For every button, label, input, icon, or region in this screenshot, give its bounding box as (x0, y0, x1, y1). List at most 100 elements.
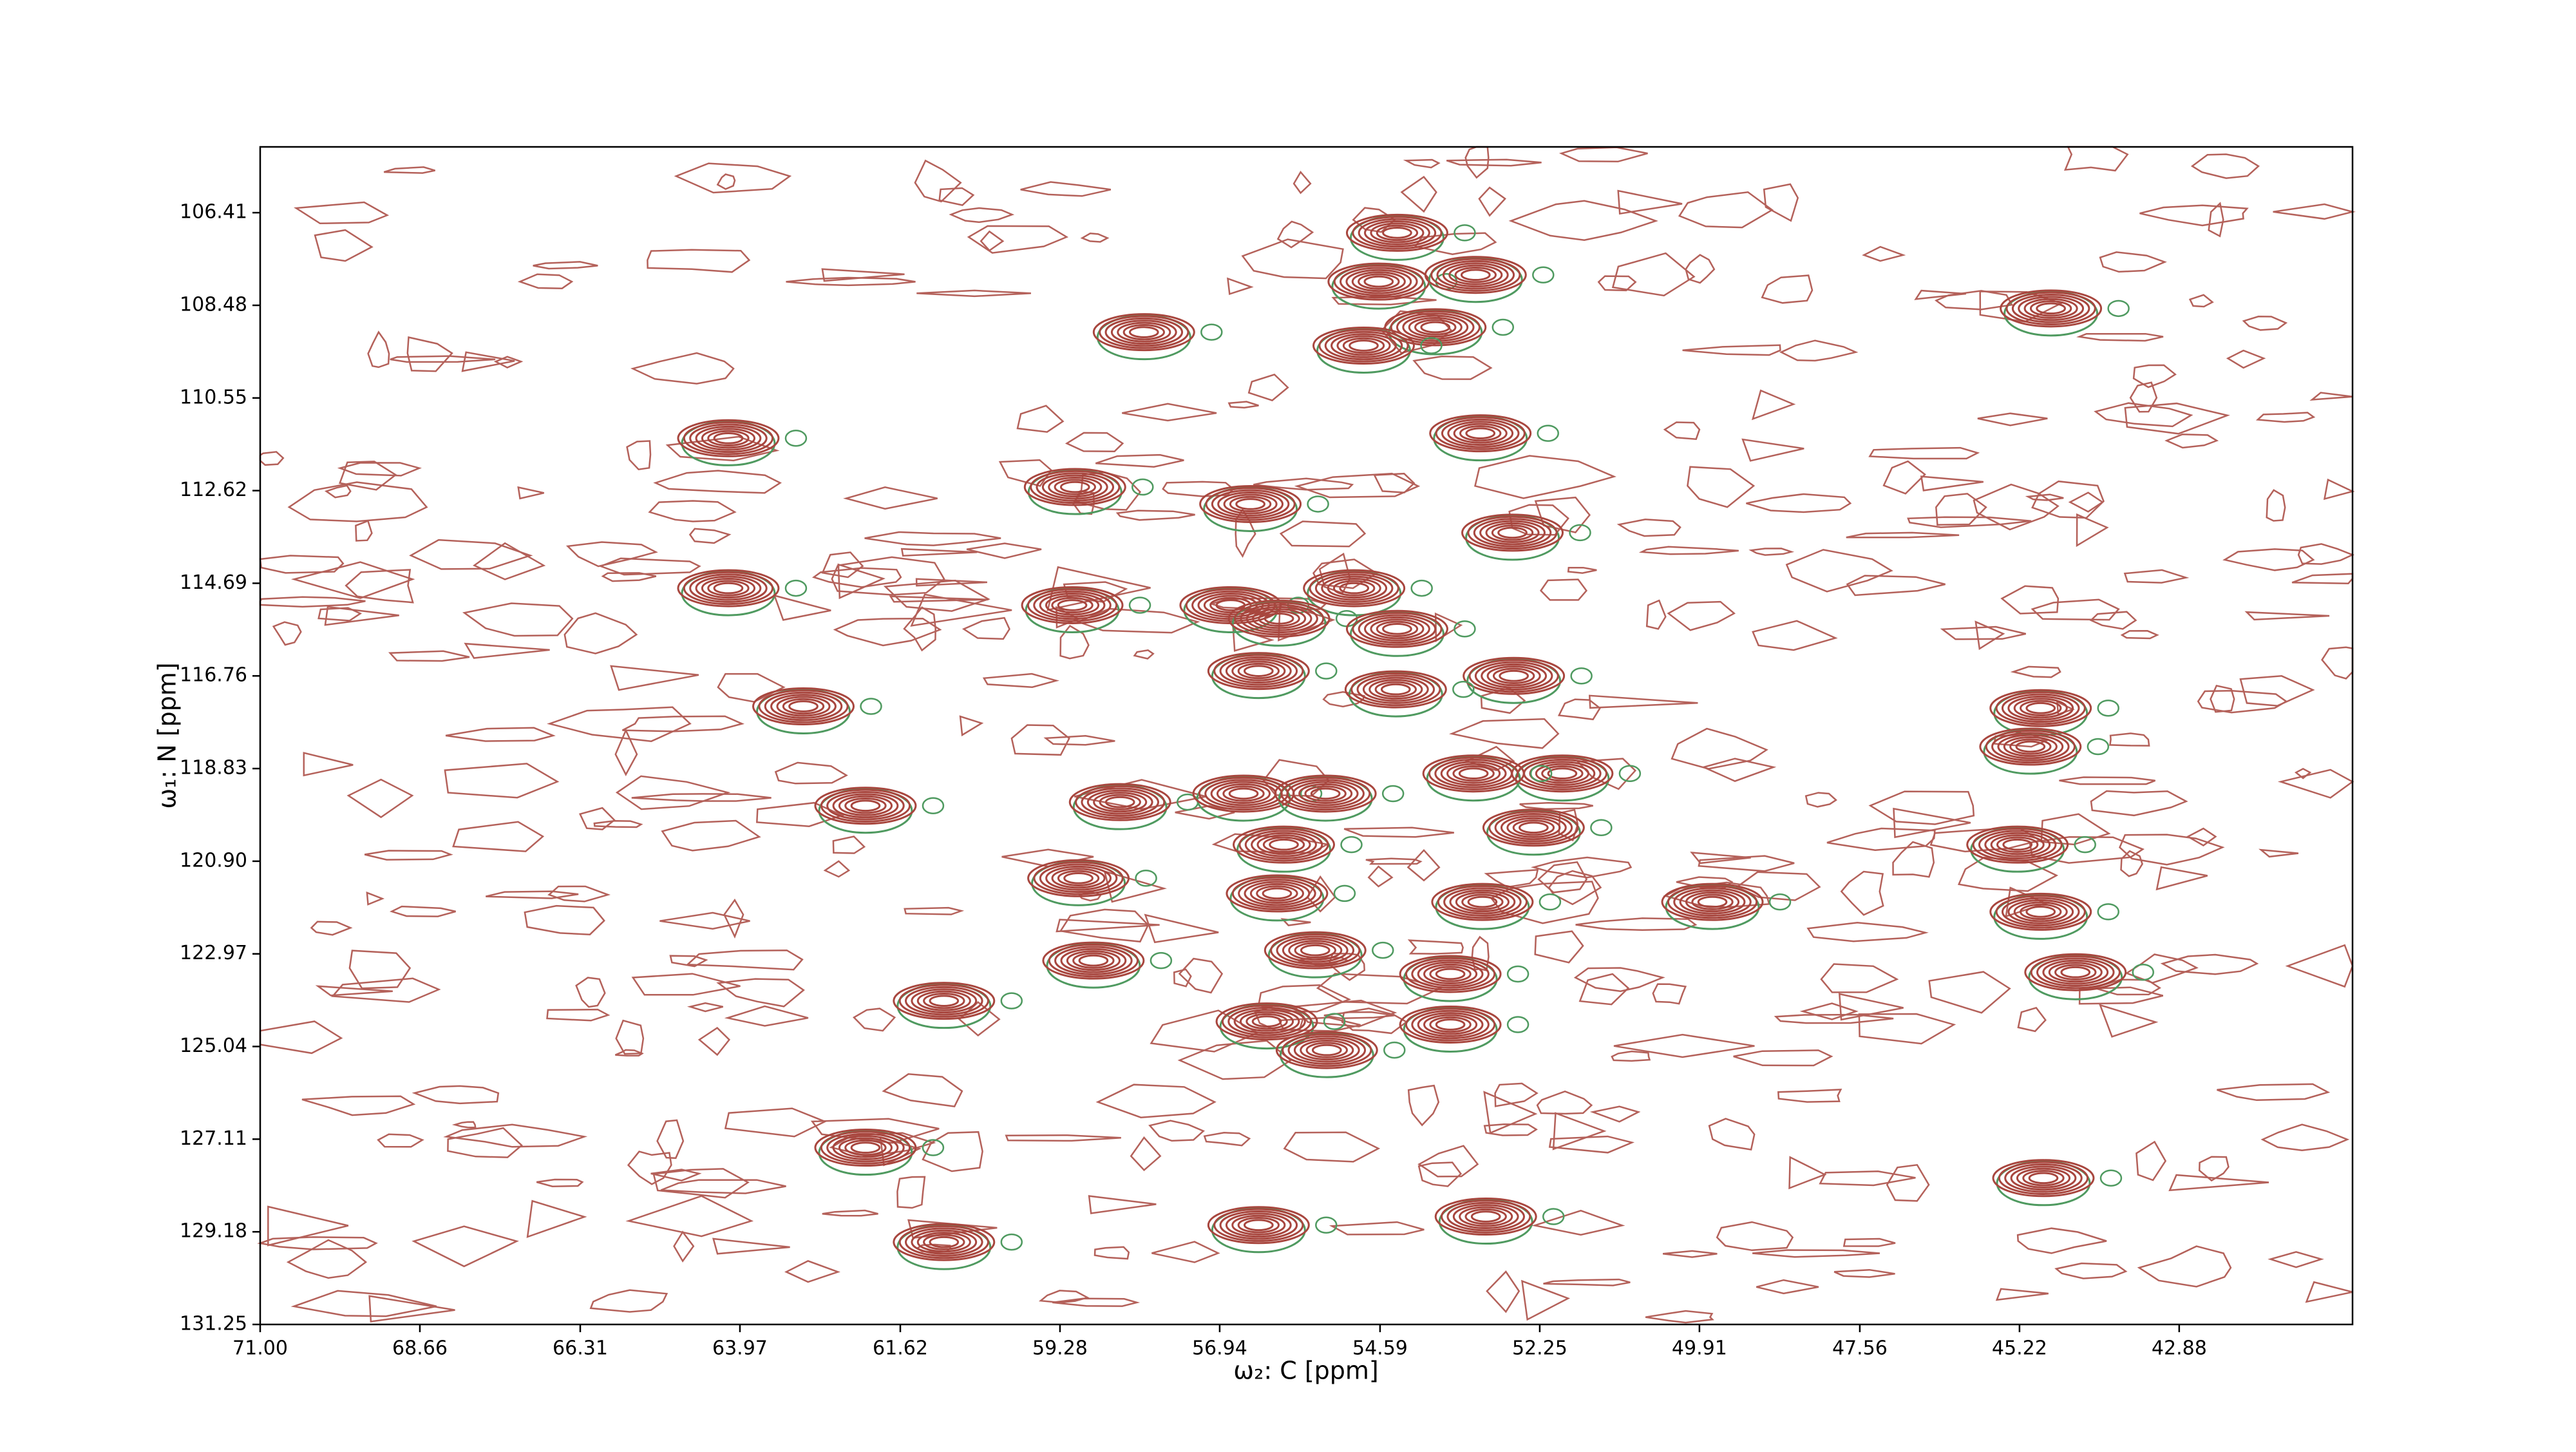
noise-contour (821, 551, 864, 578)
noise-contour (1886, 1163, 1930, 1202)
noise-contour (1534, 930, 1584, 964)
noise-contour (2017, 1006, 2047, 1033)
peak (677, 419, 808, 466)
peak-contour (1303, 569, 1406, 607)
noise-contour (2063, 146, 2129, 172)
noise-contour (1095, 454, 1184, 468)
peak-contour (2011, 294, 2090, 323)
noise-contour (1678, 191, 1774, 229)
noise-contour (2016, 1227, 2107, 1254)
noise-contour (301, 1095, 416, 1116)
noise-contour (2255, 412, 2316, 423)
noise-contour (1842, 1237, 1896, 1247)
noise-contour (1241, 238, 1344, 280)
noise-contour (2197, 690, 2288, 714)
noise-contour (980, 230, 1005, 252)
peak (1399, 1005, 1530, 1053)
peak-contour-negative (1590, 819, 1613, 837)
peak-contour (929, 1236, 960, 1248)
noise-contour (2076, 513, 2109, 548)
peak-contour (1485, 522, 1540, 543)
peak-contour (1673, 887, 1752, 917)
noise-contour (1056, 919, 1160, 933)
peak-contour-negative (2087, 738, 2110, 756)
peak-contour (1966, 825, 2069, 864)
peak-contour-negative (1542, 1208, 1565, 1225)
peak (814, 787, 945, 834)
noise-contour (1716, 1221, 1794, 1252)
peak-contour (1117, 321, 1171, 343)
peak-contour (1430, 258, 1521, 292)
noise-contour (1613, 1033, 1755, 1058)
noise-contour (1531, 1209, 1625, 1236)
noise-contour (1530, 856, 1633, 879)
peak-contour (2060, 966, 2091, 979)
peak-contour (1437, 884, 1528, 919)
peak-contour (820, 788, 911, 823)
noise-contour (673, 1230, 695, 1263)
noise-contour (1043, 735, 1115, 746)
noise-contour (883, 579, 990, 612)
peak-contour (1541, 765, 1584, 782)
noise-contour (614, 728, 638, 776)
noise-contour (688, 528, 732, 544)
peak-contour (1324, 330, 1403, 361)
peak-contour (1219, 656, 1298, 686)
peak-contour (1468, 659, 1559, 693)
peak-contour (1245, 1013, 1288, 1030)
noise-contour (451, 1121, 477, 1129)
y-tick-label: 112.62 (180, 479, 247, 501)
peak-contour (2000, 289, 2103, 328)
peak-contour (1382, 227, 1412, 239)
noise-contour (2108, 732, 2150, 747)
peak-contour (1458, 767, 1489, 780)
peak-contour (826, 1132, 905, 1163)
peak-contour (911, 988, 978, 1014)
noise-contour (2309, 392, 2353, 401)
peak-contour (2048, 962, 2103, 983)
noise-contour (864, 531, 1001, 546)
peak-contour (1269, 838, 1299, 851)
y-tick-label: 131.25 (180, 1313, 247, 1335)
noise-contour (882, 1073, 963, 1107)
peak-contour (1358, 273, 1400, 290)
peak-contour (1039, 863, 1118, 893)
noise-contour (1278, 602, 1336, 642)
peak-contour-negative (1315, 1216, 1338, 1234)
peak-contour (1519, 821, 1549, 834)
peak-contour (1547, 767, 1578, 780)
x-tick-label: 56.94 (1192, 1337, 1247, 1360)
peak-contour-negative (1410, 579, 1433, 597)
peak-contour (1429, 966, 1472, 982)
peak-contour-negative (1768, 893, 1792, 911)
noise-contour (2164, 434, 2219, 449)
noise-contour (2294, 767, 2312, 779)
noise-contour (2258, 848, 2299, 858)
peak-contour (1405, 1008, 1496, 1042)
peak-contour (683, 421, 774, 455)
peak (2024, 953, 2155, 1000)
peak-contour (1231, 660, 1286, 682)
noise-contour (2266, 489, 2286, 522)
peak-contour (1423, 1014, 1478, 1035)
noise-contour (2217, 1083, 2331, 1102)
noise-contour (1819, 1170, 1916, 1187)
noise-contour (843, 486, 938, 510)
peak-contour (2054, 964, 2097, 980)
noise-contour (1645, 599, 1667, 630)
peak-contour-negative (2132, 963, 2155, 981)
noise-contour (2188, 294, 2214, 308)
peak (1312, 326, 1443, 374)
noise-contour (1687, 466, 1756, 508)
noise-contour (1893, 807, 1971, 839)
peak-contour (1244, 830, 1323, 859)
peak-contour (1441, 418, 1520, 448)
noise-contour (959, 715, 984, 737)
peak-contour (1405, 957, 1496, 991)
noise-contour (589, 1289, 668, 1313)
peak-contour (1231, 1214, 1286, 1236)
noise-contour (1276, 220, 1314, 249)
noise-contour (1283, 1131, 1381, 1163)
peak-contour (1535, 763, 1589, 784)
peak-contour (1461, 893, 1504, 910)
